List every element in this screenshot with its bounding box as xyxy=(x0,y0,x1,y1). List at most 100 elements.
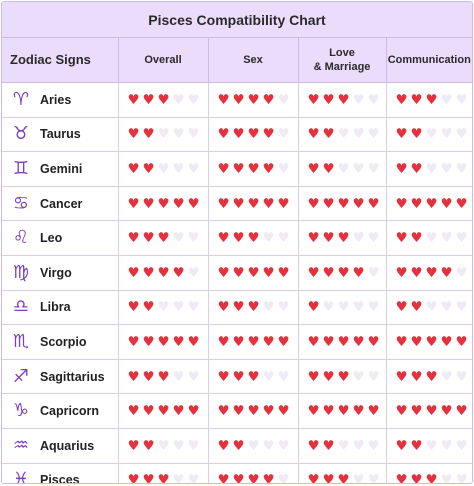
heart-empty-icon: ♥ xyxy=(440,126,453,143)
heart-filled-icon: ♥ xyxy=(307,472,320,484)
heart-rating: ♥ ♥ ♥ ♥ ♥ xyxy=(395,299,473,315)
heart-filled-icon: ♥ xyxy=(142,126,155,143)
heart-filled-icon: ♥ xyxy=(307,264,320,281)
heart-filled-icon: ♥ xyxy=(307,368,320,385)
sign-cell: ♋︎ Cancer xyxy=(2,186,119,222)
heart-filled-icon: ♥ xyxy=(262,264,275,281)
heart-filled-icon: ♥ xyxy=(395,368,408,385)
heart-filled-icon: ♥ xyxy=(217,126,230,143)
rating-sex: ♥ ♥ ♥ ♥ ♥ xyxy=(208,428,299,464)
rating-overall: ♥ ♥ ♥ ♥ ♥ xyxy=(118,428,209,464)
heart-filled-icon: ♥ xyxy=(127,160,140,177)
heart-empty-icon: ♥ xyxy=(455,437,468,454)
heart-filled-icon: ♥ xyxy=(322,333,335,350)
heart-rating: ♥ ♥ ♥ ♥ ♥ xyxy=(217,265,298,281)
heart-filled-icon: ♥ xyxy=(322,91,335,108)
rating-communication: ♥ ♥ ♥ ♥ ♥ xyxy=(386,324,472,360)
sign-cell: ♊︎ Gemini xyxy=(2,151,119,187)
heart-rating: ♥ ♥ ♥ ♥ ♥ xyxy=(217,472,298,484)
heart-filled-icon: ♥ xyxy=(142,230,155,247)
heart-filled-icon: ♥ xyxy=(232,195,245,212)
heart-rating: ♥ ♥ ♥ ♥ ♥ xyxy=(307,369,386,385)
heart-filled-icon: ♥ xyxy=(307,299,320,316)
heart-filled-icon: ♥ xyxy=(142,333,155,350)
heart-empty-icon: ♥ xyxy=(367,368,380,385)
heart-rating: ♥ ♥ ♥ ♥ ♥ xyxy=(217,438,298,454)
heart-filled-icon: ♥ xyxy=(395,472,408,484)
sign-wrap: ♏︎ Scorpio xyxy=(11,331,118,352)
heart-rating: ♥ ♥ ♥ ♥ ♥ xyxy=(127,265,208,281)
heart-empty-icon: ♥ xyxy=(337,160,350,177)
rating-communication: ♥ ♥ ♥ ♥ ♥ xyxy=(386,151,472,187)
heart-filled-icon: ♥ xyxy=(322,230,335,247)
heart-filled-icon: ♥ xyxy=(410,195,423,212)
heart-filled-icon: ♥ xyxy=(277,333,290,350)
heart-filled-icon: ♥ xyxy=(142,264,155,281)
heart-rating: ♥ ♥ ♥ ♥ ♥ xyxy=(217,161,298,177)
heart-rating: ♥ ♥ ♥ ♥ ♥ xyxy=(307,403,386,419)
heart-filled-icon: ♥ xyxy=(142,299,155,316)
sign-cell: ♒︎ Aquarius xyxy=(2,428,119,464)
libra-icon: ♎︎ xyxy=(12,296,30,318)
rating-sex: ♥ ♥ ♥ ♥ ♥ xyxy=(208,324,299,360)
heart-rating: ♥ ♥ ♥ ♥ ♥ xyxy=(395,265,473,281)
heart-rating: ♥ ♥ ♥ ♥ ♥ xyxy=(307,265,386,281)
table-row: ♎︎ Libra ♥ ♥ ♥ ♥ ♥ ♥ ♥ ♥ ♥ ♥ ♥ ♥ ♥ ♥ ♥ ♥ ♥ ♥ ♥ ♥ xyxy=(2,290,473,326)
heart-filled-icon: ♥ xyxy=(232,472,245,484)
rating-love-marriage: ♥ ♥ ♥ ♥ ♥ xyxy=(298,82,387,118)
heart-filled-icon: ♥ xyxy=(247,333,260,350)
table-row: ♌︎ Leo ♥ ♥ ♥ ♥ ♥ ♥ ♥ ♥ ♥ ♥ ♥ ♥ ♥ ♥ ♥ ♥ ♥ ♥ ♥ ♥ xyxy=(2,220,472,256)
sign-wrap: ♈︎ Aries xyxy=(11,89,118,110)
heart-empty-icon: ♥ xyxy=(455,126,468,143)
rating-sex: ♥ ♥ ♥ ♥ ♥ xyxy=(208,186,299,222)
heart-filled-icon: ♥ xyxy=(322,126,335,143)
heart-filled-icon: ♥ xyxy=(157,264,170,281)
sign-name: Taurus xyxy=(40,127,81,142)
heart-filled-icon: ♥ xyxy=(232,368,245,385)
heart-rating: ♥ ♥ ♥ ♥ ♥ xyxy=(127,438,208,454)
heart-filled-icon: ♥ xyxy=(337,333,350,350)
heart-filled-icon: ♥ xyxy=(425,91,438,108)
virgo-icon: ♍︎ xyxy=(12,261,30,283)
heart-filled-icon: ♥ xyxy=(410,368,423,385)
sign-name: Gemini xyxy=(40,161,83,176)
heart-empty-icon: ♥ xyxy=(455,264,468,281)
heart-filled-icon: ♥ xyxy=(232,437,245,454)
heart-empty-icon: ♥ xyxy=(172,126,185,143)
rating-sex: ♥ ♥ ♥ ♥ ♥ xyxy=(208,117,299,153)
taurus-icon: ♉︎ xyxy=(12,123,30,145)
heart-filled-icon: ♥ xyxy=(367,333,380,350)
heart-empty-icon: ♥ xyxy=(425,126,438,143)
heart-filled-icon: ♥ xyxy=(187,403,200,420)
heart-empty-icon: ♥ xyxy=(187,368,200,385)
heart-filled-icon: ♥ xyxy=(142,437,155,454)
heart-filled-icon: ♥ xyxy=(395,299,408,316)
heart-empty-icon: ♥ xyxy=(455,91,468,108)
heart-empty-icon: ♥ xyxy=(157,160,170,177)
heart-filled-icon: ♥ xyxy=(187,333,200,350)
heart-filled-icon: ♥ xyxy=(410,437,423,454)
heart-filled-icon: ♥ xyxy=(157,403,170,420)
heart-empty-icon: ♥ xyxy=(367,264,380,281)
heart-filled-icon: ♥ xyxy=(352,264,365,281)
rating-overall: ♥ ♥ ♥ ♥ ♥ xyxy=(118,82,209,118)
heart-empty-icon: ♥ xyxy=(352,230,365,247)
sign-name: Scorpio xyxy=(40,334,87,349)
heart-filled-icon: ♥ xyxy=(440,403,453,420)
heart-empty-icon: ♥ xyxy=(172,472,185,484)
heart-empty-icon: ♥ xyxy=(367,472,380,484)
heart-filled-icon: ♥ xyxy=(395,230,408,247)
heart-filled-icon: ♥ xyxy=(425,195,438,212)
header-overall: Overall xyxy=(118,38,209,83)
rating-sex: ♥ ♥ ♥ ♥ ♥ xyxy=(208,393,299,429)
heart-filled-icon: ♥ xyxy=(157,91,170,108)
rating-communication: ♥ ♥ ♥ ♥ ♥ xyxy=(386,290,473,326)
sign-wrap: ♌︎ Leo xyxy=(11,228,118,248)
heart-rating: ♥ ♥ ♥ ♥ ♥ xyxy=(395,403,473,419)
heart-filled-icon: ♥ xyxy=(217,195,230,212)
heart-empty-icon: ♥ xyxy=(455,230,468,247)
heart-filled-icon: ♥ xyxy=(410,126,423,143)
rating-love-marriage: ♥ ♥ ♥ ♥ ♥ xyxy=(298,428,387,464)
heart-filled-icon: ♥ xyxy=(262,195,275,212)
header-love-line1: Love xyxy=(329,47,355,59)
